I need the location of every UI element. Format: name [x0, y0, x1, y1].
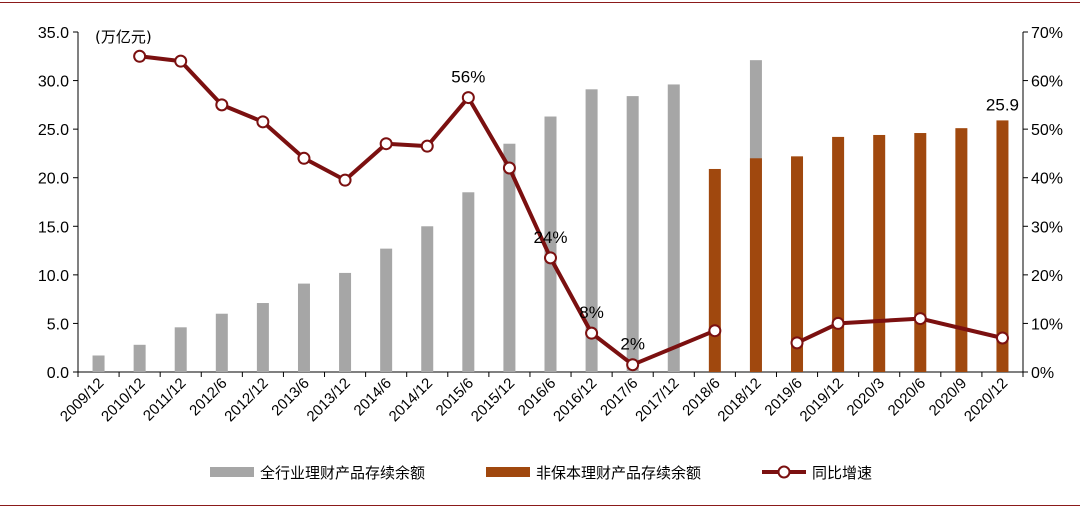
top-border: [0, 2, 1080, 3]
growth-point: [133, 49, 147, 63]
bar-non-guaranteed-balance: [955, 128, 968, 372]
bar-total-balance: [297, 283, 310, 372]
bar-non-guaranteed-balance: [996, 120, 1009, 373]
legend-marker: [777, 465, 791, 479]
data-label: 25.9: [986, 95, 1019, 114]
bar-non-guaranteed-balance: [749, 158, 762, 372]
y-right-tick-label: 20%: [1031, 268, 1063, 285]
y-right-tick-label: 40%: [1031, 171, 1063, 188]
y-left-tick-label: 0.0: [47, 365, 69, 382]
y-right-tick-label: 0%: [1031, 365, 1054, 382]
data-labels: 56% 24% 8% 2% 25.9: [451, 68, 1019, 354]
growth-point: [831, 316, 845, 330]
y-left-tick-label: 20.0: [38, 171, 69, 188]
growth-point: [215, 98, 229, 112]
bar-non-guaranteed-balance: [791, 156, 804, 372]
x-tick-label: 2020/6: [885, 375, 929, 419]
growth-point: [913, 312, 927, 326]
bar-non-guaranteed-balance: [914, 133, 927, 372]
growth-point: [790, 336, 804, 350]
bar-total-balance: [215, 313, 228, 372]
growth-point: [461, 91, 475, 105]
y-left-tick-label: 5.0: [47, 316, 69, 333]
y-left-tick-label: 30.0: [38, 74, 69, 91]
growth-point: [174, 54, 188, 68]
bar-non-guaranteed-balance: [873, 134, 886, 372]
bar-total-balance: [256, 303, 269, 372]
growth-line: [133, 49, 1009, 372]
growth-point: [544, 251, 557, 265]
growth-line-segment: [796, 316, 921, 345]
growth-point: [256, 115, 270, 129]
legend-label: 同比增速: [812, 464, 872, 482]
bar-non-guaranteed-balance: [708, 168, 721, 372]
data-label: 8%: [579, 303, 604, 322]
growth-line-segment: [919, 316, 1003, 340]
y-right-tick-label: 70%: [1031, 25, 1063, 42]
growth-point: [626, 358, 640, 372]
growth-point: [338, 173, 352, 187]
legend-swatch: [210, 467, 254, 477]
x-tick-label: 2013/12: [304, 375, 354, 425]
bar-total-balance: [462, 192, 475, 372]
legend-swatch: [486, 467, 530, 477]
x-tick-label: 2020/12: [961, 375, 1011, 425]
bar-total-balance: [339, 272, 352, 372]
bar-total-balance: [421, 226, 434, 372]
growth-point: [708, 324, 722, 338]
y-left-tick-label: 15.0: [38, 219, 69, 236]
x-tick-label: 2012/12: [221, 375, 271, 425]
bar-total-balance: [174, 327, 187, 372]
bar-non-guaranteed-balance: [832, 136, 845, 372]
legend-label: 全行业理财产品存续余额: [260, 464, 425, 482]
bars: [92, 60, 1009, 373]
x-tick-label: 2014/12: [386, 375, 436, 425]
growth-point: [420, 139, 434, 153]
bar-total-balance: [503, 143, 516, 372]
growth-line-segment: [631, 328, 716, 367]
bar-total-balance: [380, 248, 393, 372]
growth-point: [379, 137, 393, 151]
y-left-tick-label: 25.0: [38, 122, 69, 139]
bar-total-balance: [544, 116, 557, 372]
x-tick-label: 2019/12: [797, 375, 847, 425]
y-left-tick-label: 10.0: [38, 268, 69, 285]
growth-point: [995, 331, 1009, 345]
x-tick-label: 2009/12: [57, 375, 107, 425]
growth-point: [585, 326, 599, 340]
x-tick-label: 2018/12: [714, 375, 764, 425]
legend-label: 非保本理财产品存续余额: [536, 464, 701, 482]
data-label: 56%: [451, 68, 485, 87]
y-right-tick-label: 30%: [1031, 219, 1063, 236]
growth-point: [502, 161, 516, 175]
y-right-tick-label: 50%: [1031, 122, 1063, 139]
x-tick-label: 2010/12: [98, 375, 148, 425]
data-label: 24%: [533, 228, 567, 247]
legend: 全行业理财产品存续余额 非保本理财产品存续余额 同比增速: [210, 464, 872, 482]
data-label: 2%: [620, 335, 645, 354]
bar-total-balance: [92, 355, 105, 372]
y-right-tick-label: 10%: [1031, 316, 1063, 333]
bar-total-balance: [585, 89, 598, 373]
x-tick-label: 2020/3: [844, 375, 888, 419]
y-left-tick-label: 35.0: [38, 25, 69, 42]
x-tick-label: 2017/12: [632, 375, 682, 425]
x-tick-label: 2011/12: [140, 375, 190, 425]
y-right-tick-label: 60%: [1031, 74, 1063, 91]
bar-total-balance: [133, 344, 146, 372]
bar-total-balance: [626, 96, 639, 372]
bottom-border: [0, 505, 1080, 506]
x-tick-label: 2015/12: [468, 375, 518, 425]
growth-point: [297, 151, 311, 165]
x-tick-label: 2016/12: [550, 375, 600, 425]
unit-label: (万亿元): [95, 28, 152, 46]
bar-total-balance: [667, 84, 680, 372]
